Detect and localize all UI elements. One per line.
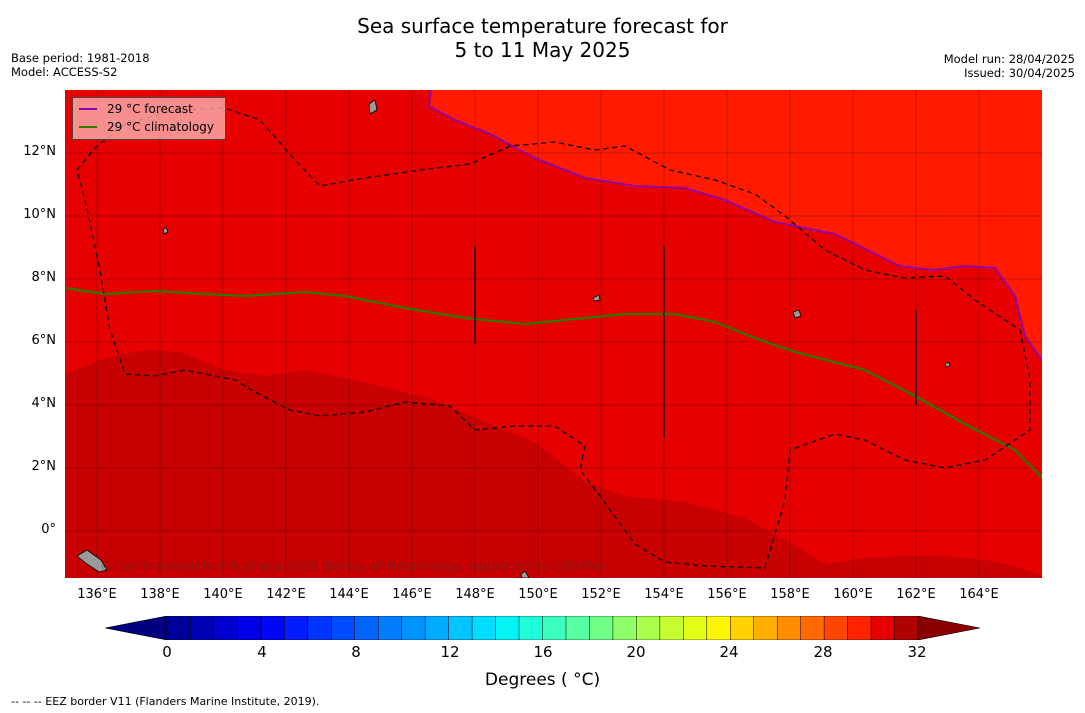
colorbar-step — [894, 615, 919, 641]
islands — [76, 99, 951, 578]
title-line-2: 5 to 11 May 2025 — [454, 38, 631, 62]
colorbar-step — [190, 615, 215, 641]
lon-label-160e: 160°E — [833, 587, 873, 602]
lon-label-136e: 136°E — [77, 587, 117, 602]
meridian-segments — [474, 246, 917, 438]
colorbar-step — [659, 615, 685, 641]
colorbar-step — [166, 615, 192, 641]
colorbar-step — [683, 615, 708, 641]
legend-climatology-label: 29 °C climatology — [107, 120, 215, 134]
colorbar-step — [776, 615, 802, 641]
colorbar-tick-4: 4 — [257, 643, 267, 661]
sst-map[interactable] — [65, 90, 1042, 578]
lon-label-164e: 164°E — [959, 587, 999, 602]
colorbar-step — [213, 615, 239, 641]
lon-label-138e: 138°E — [140, 587, 180, 602]
colorbar-step — [424, 615, 450, 641]
colorbar-tick-16: 16 — [533, 643, 553, 661]
lon-label-148e: 148°E — [455, 587, 495, 602]
sst-field-29-30 — [65, 350, 1042, 578]
lon-label-142e: 142°E — [266, 587, 306, 602]
colorbar-step — [753, 615, 778, 641]
legend-item-forecast: 29 °C forecast — [79, 101, 193, 117]
graticule — [65, 90, 1042, 578]
colorbar-step — [612, 615, 638, 641]
model-name: Model: ACCESS-S2 — [11, 65, 118, 79]
colorbar-step — [542, 615, 567, 641]
lat-label-4n: 4°N — [31, 396, 57, 411]
colorbar-step — [401, 615, 426, 641]
colorbar-step — [823, 615, 849, 641]
map-svg — [65, 90, 1042, 578]
colorbar-tick-24: 24 — [719, 643, 739, 661]
colorbar-svg — [104, 615, 981, 641]
legend-forecast-label: 29 °C forecast — [107, 102, 193, 116]
colorbar-step — [260, 615, 286, 641]
colorbar-step — [284, 615, 309, 641]
colorbar-step — [495, 615, 520, 641]
forecast-29c-contour — [428, 90, 1042, 361]
colorbar-tick-0: 0 — [162, 643, 172, 661]
colorbar-tick-8: 8 — [351, 643, 361, 661]
title-line-1: Sea surface temperature forecast for — [357, 14, 728, 38]
climatology-swatch — [79, 126, 97, 128]
colorbar-tick-12: 12 — [440, 643, 460, 661]
colorbar-step — [706, 615, 731, 641]
eez-footnote: -- -- -- EEZ border V11 (Flanders Marine… — [11, 695, 320, 708]
lon-label-152e: 152°E — [581, 587, 621, 602]
legend-item-climatology: 29 °C climatology — [79, 119, 214, 135]
lat-label-2n: 2°N — [31, 459, 57, 474]
colorbar-step — [331, 615, 356, 641]
colorbar-step — [800, 615, 825, 641]
issued-date: Issued: 30/04/2025 — [964, 66, 1075, 80]
contour-legend: 29 °C forecast 29 °C climatology — [72, 97, 226, 140]
colorbar-step — [471, 615, 497, 641]
colorbar-step — [589, 615, 614, 641]
colorbar-step — [565, 615, 591, 641]
copyright-credit: © Commonwealth of Australia 2025, Bureau… — [100, 559, 606, 573]
colorbar-step — [377, 615, 403, 641]
lat-label-10n: 10°N — [23, 207, 56, 222]
lat-label-8n: 8°N — [31, 270, 57, 285]
colorbar-extend-low — [104, 615, 168, 641]
colorbar-step — [448, 615, 473, 641]
lon-label-154e: 154°E — [644, 587, 684, 602]
forecast-swatch — [79, 108, 97, 110]
colorbar-tick-32: 32 — [907, 643, 927, 661]
colorbar-step — [636, 615, 661, 641]
lon-label-146e: 146°E — [392, 587, 432, 602]
base-period: Base period: 1981-2018 — [11, 51, 150, 65]
colorbar-step — [870, 615, 896, 641]
colorbar-step — [354, 615, 379, 641]
climatology-29c-contour — [65, 286, 1042, 479]
colorbar-extend-high — [917, 615, 981, 641]
lon-label-150e: 150°E — [518, 587, 558, 602]
eez-borders — [76, 107, 1031, 569]
model-run: Model run: 28/04/2025 — [943, 52, 1075, 66]
colorbar-step — [307, 615, 333, 641]
sst-field-27-28 — [429, 90, 1042, 360]
run-info: Model run: 28/04/2025 Issued: 30/04/2025 — [944, 52, 1075, 80]
colorbar — [104, 615, 981, 644]
lat-label-12n: 12°N — [23, 144, 56, 159]
colorbar-tick-20: 20 — [626, 643, 646, 661]
colorbar-step — [730, 615, 755, 641]
colorbar-step — [518, 615, 544, 641]
lon-label-162e: 162°E — [896, 587, 936, 602]
colorbar-tick-28: 28 — [813, 643, 833, 661]
model-info: Base period: 1981-2018 Model: ACCESS-S2 — [11, 51, 150, 79]
lon-label-158e: 158°E — [770, 587, 810, 602]
colorbar-step — [237, 615, 262, 641]
chart-title: Sea surface temperature forecast for 5 t… — [0, 14, 1085, 62]
colorbar-label: Degrees ( °C) — [484, 670, 601, 690]
lat-label-0: 0° — [41, 522, 56, 537]
colorbar-step — [847, 615, 872, 641]
lat-label-6n: 6°N — [31, 333, 57, 348]
lon-label-144e: 144°E — [329, 587, 369, 602]
lon-label-156e: 156°E — [707, 587, 747, 602]
lon-label-140e: 140°E — [203, 587, 243, 602]
